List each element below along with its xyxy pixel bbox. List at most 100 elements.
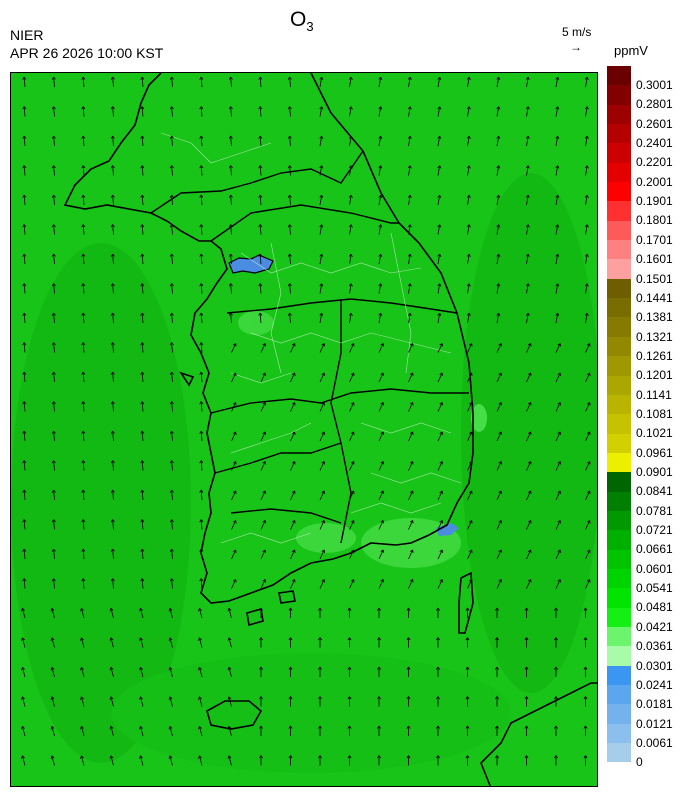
wind-arrow-head bbox=[380, 549, 384, 553]
wind-arrow-shaft bbox=[53, 460, 55, 471]
wind-arrow-shaft bbox=[53, 283, 55, 294]
wind-arrow-head bbox=[378, 76, 383, 81]
wind-arrow-head bbox=[291, 343, 296, 347]
wind-arrow-head bbox=[496, 283, 501, 287]
wind-arrow-shaft bbox=[231, 372, 237, 383]
wind-arrow-shaft bbox=[23, 194, 26, 206]
colorbar-swatch bbox=[607, 336, 631, 357]
colorbar-swatch bbox=[607, 433, 631, 453]
wind-arrow-shaft bbox=[260, 402, 266, 412]
wind-arrow-head bbox=[498, 431, 502, 435]
wind-arrow-head bbox=[406, 755, 411, 759]
wind-arrow-shaft bbox=[555, 579, 561, 589]
colorbar-swatch bbox=[607, 472, 631, 492]
wind-arrow-head bbox=[524, 755, 529, 759]
wind-arrow-head bbox=[288, 666, 293, 670]
wind-arrow-head bbox=[228, 283, 233, 287]
wind-arrow-head bbox=[350, 579, 355, 583]
colorbar-tick-label: 0.0541 bbox=[636, 581, 673, 596]
wind-arrow-head bbox=[407, 312, 412, 317]
wind-arrow-shaft bbox=[289, 224, 291, 235]
wind-arrow-shaft bbox=[437, 490, 443, 501]
colorbar bbox=[607, 66, 631, 763]
wind-arrow-shaft bbox=[82, 519, 85, 530]
wind-arrow-head bbox=[110, 401, 115, 405]
wind-arrow-head bbox=[468, 520, 473, 524]
wind-arrow-shaft bbox=[319, 549, 325, 560]
wind-arrow-shaft bbox=[408, 343, 414, 353]
wind-arrow-shaft bbox=[171, 312, 173, 324]
wind-arrow-shaft bbox=[319, 165, 323, 176]
wind-arrow-shaft bbox=[171, 283, 173, 294]
wind-arrow-shaft bbox=[319, 490, 325, 501]
wind-arrow-shaft bbox=[585, 372, 591, 383]
wind-arrow-shaft bbox=[408, 579, 414, 589]
wind-arrow-head bbox=[262, 579, 266, 583]
wind-arrow-shaft bbox=[260, 579, 266, 589]
wind-arrow-head bbox=[287, 312, 292, 316]
wind-arrow-shaft bbox=[200, 371, 203, 383]
wind-arrow-shaft bbox=[585, 461, 591, 471]
wind-arrow-head bbox=[439, 579, 443, 583]
wind-arrow-shaft bbox=[23, 135, 26, 147]
wind-arrow-head bbox=[586, 579, 591, 583]
wind-arrow-head bbox=[525, 253, 530, 258]
wind-arrow-head bbox=[380, 490, 384, 494]
wind-arrow-shaft bbox=[112, 578, 114, 589]
wind-arrow-shaft bbox=[141, 312, 144, 324]
wind-arrow-head bbox=[527, 402, 532, 406]
wind-arrow-shaft bbox=[112, 135, 114, 147]
wind-arrow-shaft bbox=[82, 312, 85, 324]
wind-arrow-head bbox=[51, 578, 56, 582]
wind-arrow-head bbox=[524, 696, 529, 700]
wind-arrow-shaft bbox=[82, 548, 85, 560]
wind-arrow-head bbox=[169, 489, 174, 493]
wind-arrow-shaft bbox=[467, 461, 473, 471]
wind-arrow-shaft bbox=[259, 106, 262, 117]
colorbar-swatch bbox=[607, 510, 631, 531]
wind-arrow-head bbox=[21, 637, 25, 641]
wind-arrow-shaft bbox=[171, 342, 173, 353]
wind-arrow-head bbox=[524, 666, 529, 670]
wind-arrow-head bbox=[439, 431, 443, 435]
wind-arrow-head bbox=[437, 165, 442, 169]
wind-arrow-shaft bbox=[437, 372, 443, 383]
wind-arrow-shaft bbox=[289, 165, 291, 176]
wind-arrow-head bbox=[498, 402, 502, 406]
wind-arrow-shaft bbox=[496, 224, 500, 235]
wind-arrow-head bbox=[319, 312, 324, 317]
wind-arrow-head bbox=[583, 696, 588, 700]
wind-arrow-shaft bbox=[23, 548, 26, 560]
colorbar-tick-label: 0.2201 bbox=[636, 155, 673, 170]
title-subscript: 3 bbox=[306, 19, 314, 34]
wind-arrow-shaft bbox=[585, 520, 591, 530]
wind-arrow-head bbox=[50, 755, 55, 759]
wind-arrow-shaft bbox=[141, 460, 144, 471]
wind-arrow-shaft bbox=[200, 135, 203, 147]
wind-arrow-shaft bbox=[230, 135, 232, 147]
wind-arrow-head bbox=[527, 461, 532, 465]
colorbar-swatch bbox=[607, 201, 631, 221]
wind-arrow-shaft bbox=[171, 430, 173, 442]
wind-arrow-head bbox=[232, 343, 237, 347]
wind-arrow-shaft bbox=[53, 489, 55, 501]
wind-arrow-shaft bbox=[349, 579, 355, 589]
wind-arrow-head bbox=[259, 607, 263, 611]
wind-arrow-shaft bbox=[349, 402, 355, 412]
wind-arrow-shaft bbox=[141, 578, 144, 589]
wind-arrow-shaft bbox=[319, 461, 325, 471]
wind-arrow-shaft bbox=[555, 490, 561, 501]
wind-arrow-head bbox=[439, 490, 443, 494]
wind-arrow-head bbox=[81, 460, 86, 464]
wind-arrow-shaft bbox=[22, 608, 26, 619]
wind-arrow-head bbox=[583, 755, 588, 759]
wind-arrow-shaft bbox=[349, 106, 352, 117]
wind-arrow-head bbox=[378, 224, 383, 228]
wind-arrow-shaft bbox=[555, 136, 559, 147]
wind-arrow-head bbox=[321, 431, 325, 435]
wind-arrow-head bbox=[51, 460, 56, 464]
wind-arrow-shaft bbox=[230, 224, 232, 235]
wind-arrow-shaft bbox=[526, 520, 532, 530]
wind-arrow-head bbox=[380, 431, 384, 435]
wind-arrow-shaft bbox=[140, 637, 144, 648]
